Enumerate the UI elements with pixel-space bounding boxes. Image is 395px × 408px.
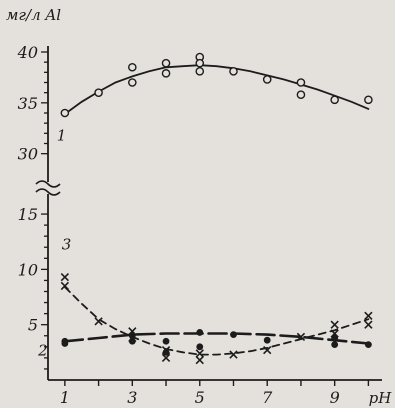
series-2-point bbox=[331, 341, 339, 348]
y-tick-label-upper: 30 bbox=[18, 145, 38, 164]
x-tick-label: 3 bbox=[127, 388, 137, 407]
series-3-point bbox=[195, 355, 204, 365]
series-1-point bbox=[60, 108, 70, 118]
series-1-line bbox=[64, 64, 370, 115]
curve-label-3: 3 bbox=[62, 235, 72, 253]
y-tick-label-upper: 35 bbox=[18, 94, 38, 113]
series-3-point bbox=[195, 349, 204, 358]
series-1-point bbox=[195, 67, 205, 76]
series-1-point bbox=[161, 58, 171, 68]
y-tick-label-lower: 15 bbox=[18, 205, 38, 224]
series-3-point bbox=[364, 311, 373, 321]
series-3-point bbox=[128, 327, 137, 336]
curve-label-2: 2 bbox=[37, 342, 48, 360]
series-1-point bbox=[330, 95, 339, 105]
series-3-line bbox=[64, 286, 370, 356]
curve-label-1: 1 bbox=[57, 126, 67, 144]
series-1-point bbox=[229, 67, 238, 76]
series-2-point bbox=[162, 348, 170, 356]
series-1-point bbox=[364, 95, 373, 105]
series-3-point bbox=[263, 345, 272, 355]
series-1-point bbox=[128, 62, 137, 72]
y-axis-title: мг/л Al bbox=[6, 6, 61, 24]
x-tick-label: 7 bbox=[262, 388, 273, 407]
y-tick-label-upper: 40 bbox=[17, 43, 38, 62]
series-3-point bbox=[60, 281, 70, 291]
y-tick-label-lower: 5 bbox=[28, 316, 38, 335]
series-3-point bbox=[161, 345, 171, 355]
series-2-point bbox=[162, 337, 170, 345]
series-2-point bbox=[196, 343, 204, 351]
series-1-point bbox=[262, 75, 272, 84]
axis-break-mark-top bbox=[35, 180, 61, 188]
series-3-point bbox=[161, 353, 171, 363]
series-2-point bbox=[196, 329, 204, 336]
series-3-point bbox=[94, 317, 103, 326]
x-tick-label: 9 bbox=[330, 388, 340, 407]
series-1-point bbox=[296, 90, 306, 99]
x-tick-label: 1 bbox=[60, 388, 70, 407]
series-2-point bbox=[364, 341, 372, 348]
series-3-point bbox=[229, 350, 238, 359]
series-2-point bbox=[61, 340, 69, 347]
series-layer bbox=[60, 52, 373, 365]
series-1-point bbox=[296, 78, 306, 87]
series-2-line bbox=[63, 332, 370, 345]
axes bbox=[35, 46, 382, 386]
series-1-point bbox=[195, 58, 205, 68]
y-tick-label-lower: 10 bbox=[18, 260, 38, 279]
series-3-point bbox=[296, 332, 306, 342]
series-3-point bbox=[364, 320, 373, 329]
series-3-point bbox=[330, 329, 339, 338]
series-1 bbox=[60, 52, 373, 118]
x-axis-title: pH bbox=[369, 389, 393, 407]
series-3-point bbox=[60, 272, 70, 282]
x-tick-label: 5 bbox=[195, 388, 205, 407]
series-3 bbox=[60, 272, 373, 365]
series-1-point bbox=[128, 78, 137, 87]
series-3-point bbox=[330, 320, 339, 329]
series-2-point bbox=[263, 336, 271, 344]
series-3-point bbox=[128, 333, 137, 343]
series-1-point bbox=[161, 69, 171, 78]
series-1-point bbox=[94, 88, 103, 97]
series-2-point bbox=[230, 331, 237, 339]
axis-break-mark-bottom bbox=[35, 188, 61, 196]
